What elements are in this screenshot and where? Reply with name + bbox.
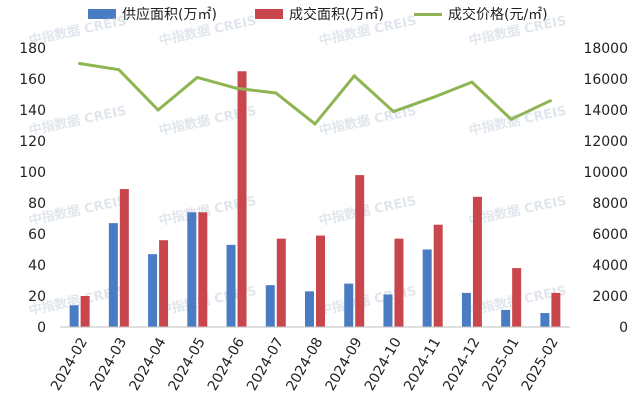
watermark-text: 中指数据 CREIS (318, 13, 418, 49)
price-point (431, 96, 435, 100)
price-point (78, 62, 82, 65)
y-tick-left: 20 (28, 289, 46, 305)
supply-bar (265, 285, 275, 327)
y-tick-right: 12000 (583, 134, 628, 150)
deal-area-bar (355, 175, 365, 327)
x-tick-label: 2024-06 (205, 335, 248, 394)
price-point (117, 68, 121, 72)
price-point (470, 80, 474, 84)
x-tick-label: 2025-01 (480, 335, 523, 394)
y-tick-left: 40 (28, 258, 46, 274)
y-tick-right: 6000 (592, 227, 628, 243)
supply-bar (226, 244, 236, 327)
price-point (313, 122, 317, 126)
price-point (548, 99, 552, 103)
deal-area-bar (119, 189, 129, 327)
y-tick-right: 10000 (583, 165, 628, 181)
x-tick-label: 2024-12 (440, 335, 483, 394)
x-tick-label: 2025-02 (519, 335, 562, 394)
deal-area-bar (472, 196, 482, 327)
y-tick-left: 0 (37, 320, 46, 336)
deal-area-bar (159, 240, 169, 327)
x-tick-label: 2024-04 (126, 335, 169, 394)
supply-bar (148, 254, 158, 327)
legend-deal-area: 成交面积(万㎡) (255, 4, 384, 24)
price-point (391, 110, 395, 114)
legend-price: 成交价格(元/㎡) (414, 4, 548, 24)
y-tick-right: 18000 (583, 41, 628, 57)
supply-bar (422, 249, 432, 327)
watermark-text: 中指数据 CREIS (318, 193, 418, 229)
price-line (79, 62, 552, 126)
legend: 供应面积(万㎡) 成交面积(万㎡) 成交价格(元/㎡) (0, 4, 640, 24)
x-tick-label: 2024-08 (283, 335, 326, 394)
legend-deal-area-label: 成交面积(万㎡) (289, 7, 384, 23)
price-point (509, 117, 513, 121)
y-tick-right: 14000 (583, 103, 628, 119)
legend-supply: 供应面积(万㎡) (88, 4, 217, 24)
price-point (156, 108, 160, 112)
y-tick-right: 8000 (592, 196, 628, 212)
supply-bar (69, 305, 79, 327)
y-tick-left: 160 (19, 72, 46, 88)
supply-bar (501, 309, 511, 327)
y-tick-left: 80 (28, 196, 46, 212)
y-tick-right: 4000 (592, 258, 628, 274)
x-tick-label: 2024-10 (362, 335, 405, 394)
supply-bar (383, 294, 393, 327)
y-tick-right: 16000 (583, 72, 628, 88)
supply-bar (461, 292, 471, 327)
x-tick-label: 2024-11 (401, 335, 444, 394)
watermark-text: 中指数据 CREIS (468, 103, 568, 139)
price-point (274, 91, 278, 95)
y-tick-right: 2000 (592, 289, 628, 305)
y-tick-left: 140 (19, 103, 46, 119)
y-tick-left: 60 (28, 227, 46, 243)
deal-area-bar (394, 238, 404, 327)
deal-area-bar (80, 296, 90, 327)
deal-area-bar (433, 224, 443, 327)
watermark-text: 中指数据 CREIS (158, 13, 258, 49)
deal-area-bar (316, 235, 325, 327)
price-swatch (414, 12, 442, 16)
deal-area-bar (198, 212, 208, 327)
x-tick-label: 2024-05 (166, 335, 209, 394)
deal-area-bar (512, 268, 522, 327)
x-tick-label: 2024-07 (244, 335, 287, 394)
price-point (235, 86, 239, 90)
watermark-text: 中指数据 CREIS (468, 193, 568, 229)
supply-bar (540, 313, 550, 327)
y-tick-right: 0 (619, 320, 628, 336)
deal-area-bar (276, 238, 286, 327)
deal-area-swatch (255, 9, 283, 19)
y-tick-left: 180 (19, 41, 46, 57)
deal-area-bar (237, 71, 247, 327)
supply-bar (344, 283, 354, 327)
price-point (352, 74, 356, 78)
price-point (195, 75, 199, 79)
watermark-text: 中指数据 CREIS (468, 13, 568, 49)
supply-bar (187, 212, 197, 327)
x-tick-label: 2024-02 (48, 335, 91, 394)
deal-area-bar (551, 292, 561, 327)
legend-price-label: 成交价格(元/㎡) (448, 7, 548, 23)
supply-swatch (88, 9, 116, 19)
x-tick-label: 2024-09 (323, 335, 366, 394)
y-tick-left: 120 (19, 134, 46, 150)
x-tick-label: 2024-03 (87, 335, 130, 394)
legend-supply-label: 供应面积(万㎡) (122, 7, 217, 23)
y-tick-left: 100 (19, 165, 46, 181)
supply-bar (305, 291, 314, 327)
supply-bar (108, 223, 118, 327)
